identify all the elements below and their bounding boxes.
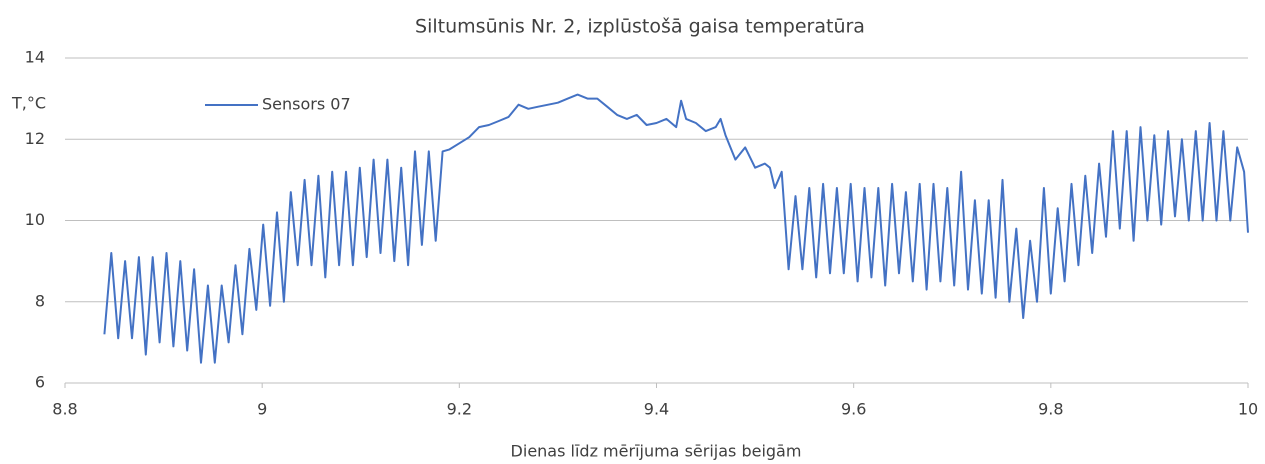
x-tick-label: 10	[1238, 400, 1258, 419]
legend-label: Sensors 07	[262, 95, 351, 114]
y-tick-label: 8	[35, 291, 45, 310]
y-tick-label: 14	[25, 48, 45, 67]
y-axis-label: T,°C	[11, 94, 46, 113]
line-series	[103, 93, 1249, 364]
x-tick-label: 9.2	[447, 400, 472, 419]
y-tick-label: 12	[25, 129, 45, 148]
x-tick-label: 8.8	[52, 400, 77, 419]
x-tick-label: 9.6	[841, 400, 866, 419]
x-tick-label: 9	[257, 400, 267, 419]
x-tick-label: 9.8	[1038, 400, 1063, 419]
x-tick-label: 9.4	[644, 400, 669, 419]
chart-title: Siltumsūnis Nr. 2, izplūstošā gaisa temp…	[415, 16, 865, 38]
y-tick-label: 6	[35, 373, 45, 392]
x-axis-label: Dienas līdz mērījuma sērijas beigām	[511, 442, 802, 461]
y-tick-label: 10	[25, 210, 45, 229]
